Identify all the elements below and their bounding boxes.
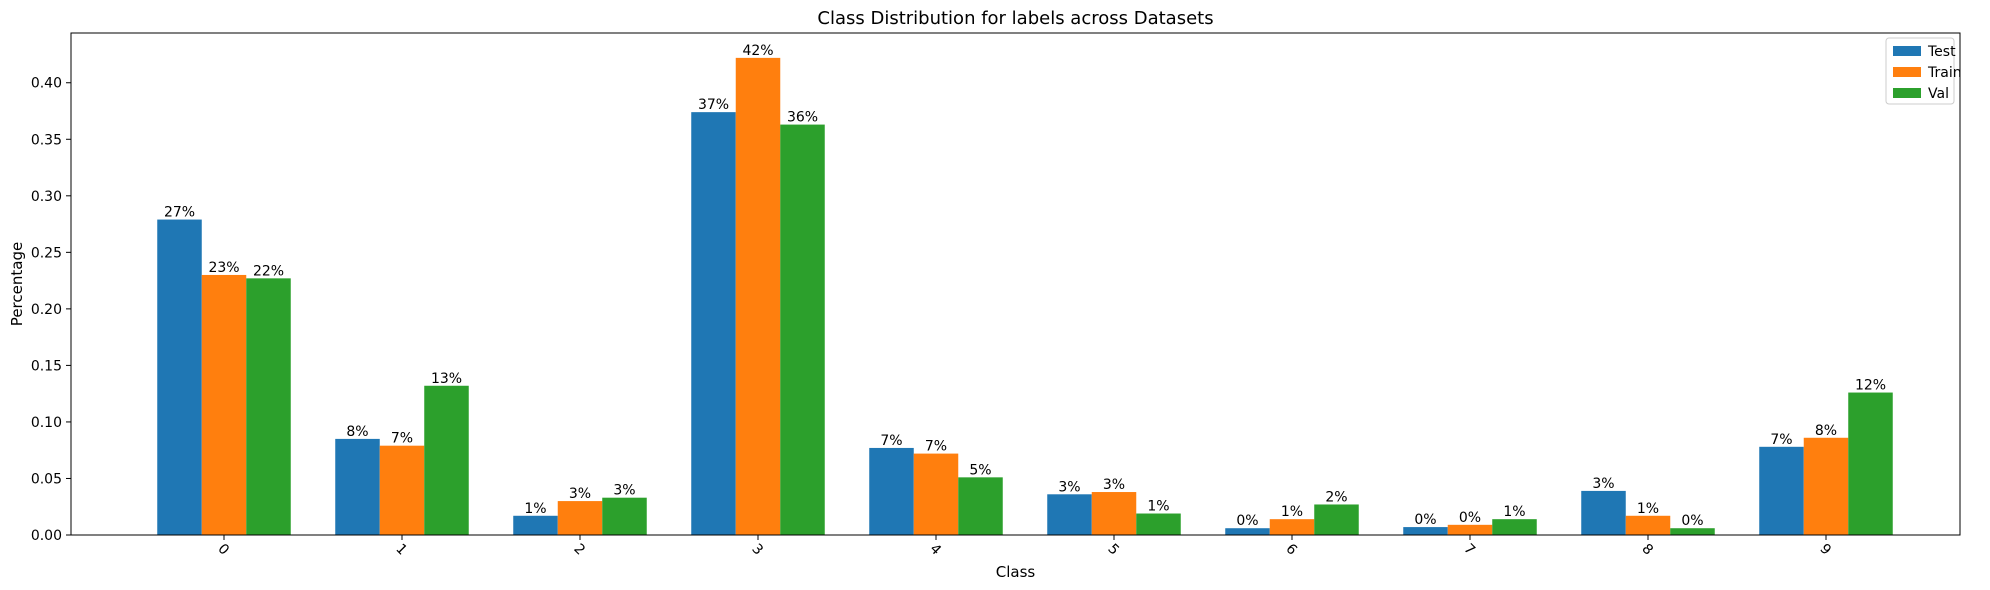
data-label-train-class-2: 3% bbox=[569, 486, 591, 502]
bar-train-class-7 bbox=[1447, 524, 1493, 535]
bar-val-class-9 bbox=[1848, 392, 1893, 535]
bar-train-class-0 bbox=[201, 274, 247, 535]
bar-test-class-0 bbox=[157, 219, 202, 535]
bar-train-class-2 bbox=[557, 501, 603, 535]
bar-val-class-4 bbox=[958, 477, 1003, 535]
bar-val-class-1 bbox=[424, 385, 469, 535]
data-label-test-class-3: 37% bbox=[698, 97, 729, 113]
data-label-test-class-7: 0% bbox=[1414, 512, 1436, 528]
bar-test-class-7 bbox=[1403, 527, 1448, 535]
data-label-val-class-9: 12% bbox=[1855, 378, 1886, 394]
data-label-val-class-3: 36% bbox=[787, 110, 818, 126]
data-label-val-class-2: 3% bbox=[613, 483, 635, 499]
bar-train-class-5 bbox=[1091, 492, 1137, 535]
data-label-test-class-5: 3% bbox=[1058, 479, 1080, 495]
y-tick-label: 0.10 bbox=[31, 415, 62, 431]
x-axis-label: Class bbox=[996, 563, 1036, 581]
data-label-train-class-9: 8% bbox=[1815, 423, 1837, 439]
y-axis: 0.00 0.05 0.10 0.15 0.20 0.25 0.30 0.35 0.40 bbox=[31, 76, 71, 544]
data-label-train-class-4: 7% bbox=[925, 439, 947, 455]
data-label-test-class-1: 8% bbox=[346, 424, 368, 440]
data-label-train-class-1: 7% bbox=[391, 431, 413, 447]
bar-train-class-6 bbox=[1269, 519, 1315, 535]
legend-swatch-val bbox=[1893, 88, 1921, 98]
plot-frame bbox=[70, 32, 1961, 536]
legend-label-train: Train bbox=[1927, 65, 1962, 81]
y-axis-label: Percentage bbox=[8, 242, 26, 326]
data-label-train-class-3: 42% bbox=[742, 43, 773, 59]
legend-swatch-train bbox=[1893, 67, 1921, 77]
bar-test-class-2 bbox=[513, 515, 558, 535]
data-label-test-class-8: 3% bbox=[1592, 476, 1614, 492]
data-label-val-class-0: 22% bbox=[253, 263, 284, 279]
data-label-train-class-7: 0% bbox=[1459, 510, 1481, 526]
data-label-train-class-8: 1% bbox=[1637, 501, 1659, 517]
bar-val-class-0 bbox=[246, 278, 291, 535]
data-label-test-class-6: 0% bbox=[1236, 513, 1258, 529]
y-tick-label: 0.40 bbox=[31, 76, 62, 92]
bar-test-class-9 bbox=[1759, 446, 1804, 535]
data-label-train-class-0: 23% bbox=[208, 260, 239, 276]
bars-layer bbox=[157, 57, 1893, 536]
y-tick-label: 0.05 bbox=[31, 471, 62, 487]
bar-test-class-5 bbox=[1047, 494, 1092, 535]
data-label-val-class-1: 13% bbox=[431, 371, 462, 387]
data-label-test-class-4: 7% bbox=[880, 433, 902, 449]
bar-train-class-3 bbox=[735, 57, 781, 536]
data-label-test-class-9: 7% bbox=[1770, 432, 1792, 448]
data-label-val-class-6: 2% bbox=[1325, 489, 1347, 505]
y-tick-label: 0.20 bbox=[31, 302, 62, 318]
data-label-train-class-5: 3% bbox=[1103, 477, 1125, 493]
legend: Test Train Val bbox=[1885, 37, 1962, 105]
y-tick-label: 0.15 bbox=[31, 358, 62, 374]
legend-label-val: Val bbox=[1928, 86, 1949, 102]
bar-val-class-6 bbox=[1314, 504, 1359, 535]
bar-test-class-3 bbox=[691, 112, 736, 536]
y-tick-label: 0.25 bbox=[31, 245, 62, 261]
chart-title: Class Distribution for labels across Dat… bbox=[817, 8, 1213, 29]
data-label-val-class-7: 1% bbox=[1503, 504, 1525, 520]
bar-val-class-5 bbox=[1136, 513, 1181, 535]
bar-test-class-8 bbox=[1581, 490, 1626, 535]
legend-label-test: Test bbox=[1927, 44, 1956, 60]
bar-train-class-8 bbox=[1625, 515, 1671, 535]
bar-val-class-2 bbox=[602, 497, 647, 535]
bar-val-class-8 bbox=[1670, 528, 1715, 535]
bar-train-class-1 bbox=[379, 445, 425, 535]
data-label-val-class-8: 0% bbox=[1681, 513, 1703, 529]
bar-val-class-7 bbox=[1492, 519, 1537, 535]
y-tick-label: 0.35 bbox=[31, 132, 62, 148]
bar-test-class-6 bbox=[1225, 528, 1270, 535]
data-label-test-class-2: 1% bbox=[524, 501, 546, 517]
data-label-val-class-4: 5% bbox=[969, 462, 991, 478]
y-tick-label: 0.30 bbox=[31, 189, 62, 205]
data-label-test-class-0: 27% bbox=[164, 205, 195, 221]
bar-train-class-9 bbox=[1803, 437, 1849, 535]
data-label-val-class-5: 1% bbox=[1147, 499, 1169, 515]
bar-test-class-1 bbox=[335, 438, 380, 535]
data-labels-layer: 27% 8% 1% 37% 7% 3% 0% 0% 3% 7% 23% 7% 3% 42% 7% 3% 1% 0%… bbox=[164, 43, 1886, 529]
bar-test-class-4 bbox=[869, 447, 914, 535]
bar-val-class-3 bbox=[780, 124, 825, 535]
legend-swatch-test bbox=[1893, 46, 1921, 56]
bar-train-class-4 bbox=[913, 453, 959, 535]
y-tick-label: 0.00 bbox=[31, 528, 62, 544]
data-label-train-class-6: 1% bbox=[1281, 504, 1303, 520]
